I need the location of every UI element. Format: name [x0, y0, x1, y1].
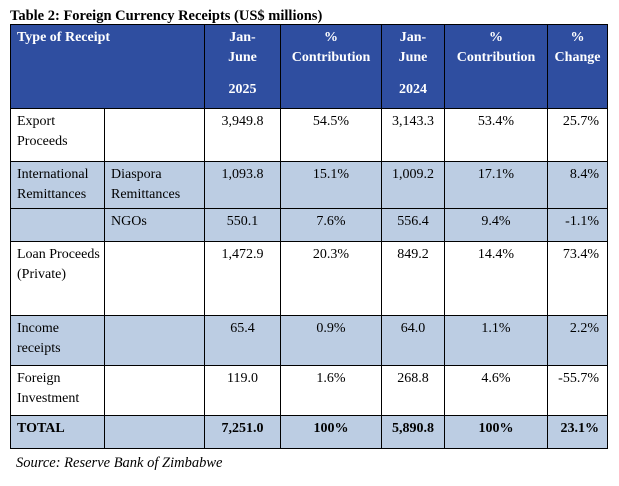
header-percent-change: % Change [547, 24, 608, 109]
empty-cell [104, 415, 205, 449]
contribution-2025: 7.6% [280, 208, 382, 242]
header-row: Type of Receipt Jan- June 2025 % Contrib… [10, 24, 608, 109]
value-2025: 1,472.9 [204, 241, 281, 316]
value-2025: 3,949.8 [204, 108, 281, 162]
percent-change: 8.4% [547, 161, 608, 209]
header-jan-june-2025: Jan- June 2025 [204, 24, 281, 109]
value-2025: 1,093.8 [204, 161, 281, 209]
empty-cell [104, 315, 205, 366]
table-row: International Remittances Diaspora Remit… [10, 161, 608, 209]
empty-cell [10, 208, 105, 242]
sub-row-label: NGOs [104, 208, 205, 242]
table-title: Table 2: Foreign Currency Receipts (US$ … [10, 8, 323, 24]
header-jan-june-2024: Jan- June 2024 [381, 24, 445, 109]
contribution-2025: 20.3% [280, 241, 382, 316]
row-label: Loan Proceeds (Private) [10, 241, 105, 316]
percent-change: 23.1% [547, 415, 608, 449]
value-2024: 849.2 [381, 241, 445, 316]
contribution-2024: 53.4% [444, 108, 548, 162]
header-contribution-2025: % Contribution [280, 24, 382, 109]
contribution-2025: 54.5% [280, 108, 382, 162]
value-2024: 3,143.3 [381, 108, 445, 162]
percent-change: 73.4% [547, 241, 608, 316]
empty-cell [104, 241, 205, 316]
row-label: Foreign Investment [10, 365, 105, 416]
total-row: TOTAL 7,251.0 100% 5,890.8 100% 23.1% [10, 415, 608, 449]
contribution-2024: 17.1% [444, 161, 548, 209]
row-label: Export Proceeds [10, 108, 105, 162]
table-row: Export Proceeds 3,949.8 54.5% 3,143.3 53… [10, 108, 608, 162]
empty-cell [104, 108, 205, 162]
contribution-2025: 1.6% [280, 365, 382, 416]
value-2024: 5,890.8 [381, 415, 445, 449]
contribution-2025: 15.1% [280, 161, 382, 209]
empty-cell [104, 365, 205, 416]
sub-row-label: Diaspora Remittances [104, 161, 205, 209]
contribution-2024: 4.6% [444, 365, 548, 416]
contribution-2025: 100% [280, 415, 382, 449]
row-label: International Remittances [10, 161, 105, 209]
row-label: TOTAL [10, 415, 105, 449]
value-2025: 119.0 [204, 365, 281, 416]
header-type-of-receipt: Type of Receipt [10, 24, 205, 109]
source-note: Source: Reserve Bank of Zimbabwe [16, 455, 223, 471]
table-row: Loan Proceeds (Private) 1,472.9 20.3% 84… [10, 241, 608, 316]
contribution-2024: 14.4% [444, 241, 548, 316]
table-row: NGOs 550.1 7.6% 556.4 9.4% -1.1% [10, 208, 608, 242]
contribution-2024: 1.1% [444, 315, 548, 366]
header-contribution-2024: % Contribution [444, 24, 548, 109]
value-2024: 64.0 [381, 315, 445, 366]
value-2024: 556.4 [381, 208, 445, 242]
value-2024: 268.8 [381, 365, 445, 416]
row-label: Income receipts [10, 315, 105, 366]
percent-change: 25.7% [547, 108, 608, 162]
table-row: Foreign Investment 119.0 1.6% 268.8 4.6%… [10, 365, 608, 416]
value-2024: 1,009.2 [381, 161, 445, 209]
percent-change: 2.2% [547, 315, 608, 366]
contribution-2024: 100% [444, 415, 548, 449]
table-row: Income receipts 65.4 0.9% 64.0 1.1% 2.2% [10, 315, 608, 366]
foreign-currency-receipts-table: Type of Receipt Jan- June 2025 % Contrib… [10, 24, 608, 449]
value-2025: 65.4 [204, 315, 281, 366]
value-2025: 550.1 [204, 208, 281, 242]
percent-change: -55.7% [547, 365, 608, 416]
percent-change: -1.1% [547, 208, 608, 242]
value-2025: 7,251.0 [204, 415, 281, 449]
contribution-2024: 9.4% [444, 208, 548, 242]
contribution-2025: 0.9% [280, 315, 382, 366]
